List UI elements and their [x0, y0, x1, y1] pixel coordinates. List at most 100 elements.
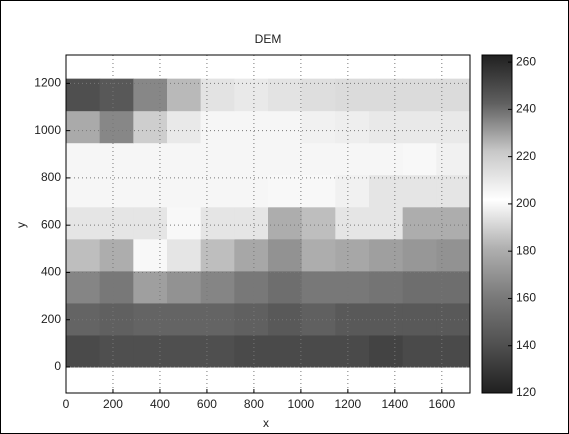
heat-cell — [436, 110, 471, 144]
heat-cell — [369, 78, 404, 112]
plot-frame — [65, 54, 471, 394]
colorbar-tick-label: 260 — [516, 54, 536, 68]
heat-cell — [66, 270, 101, 304]
heat-cell — [133, 302, 168, 336]
heat-cell — [369, 174, 404, 208]
x-tick-label: 1600 — [428, 397, 455, 411]
heat-cell — [167, 78, 202, 112]
y-axis-label: y — [14, 222, 28, 228]
heat-cell — [200, 302, 235, 336]
heat-cell — [402, 78, 437, 112]
heat-cell — [335, 174, 370, 208]
heat-cell — [133, 142, 168, 176]
y-tick-label: 0 — [54, 359, 61, 373]
heat-cell — [99, 142, 134, 176]
heat-cell — [234, 334, 269, 368]
heat-cell — [200, 142, 235, 176]
heat-cell — [99, 270, 134, 304]
heat-cell — [200, 174, 235, 208]
heat-cell — [301, 206, 336, 240]
x-tick-label: 600 — [197, 397, 217, 411]
x-tick-label: 1400 — [381, 397, 408, 411]
heat-cell — [167, 238, 202, 272]
chart-title: DEM — [255, 32, 282, 46]
heat-cell — [200, 270, 235, 304]
heat-cell — [234, 78, 269, 112]
heat-cell — [99, 206, 134, 240]
heat-cell — [234, 110, 269, 144]
colorbar-tick-label: 200 — [516, 196, 536, 210]
x-tick-label: 0 — [63, 397, 70, 411]
heat-cell — [301, 334, 336, 368]
heat-cell — [99, 110, 134, 144]
heat-cell — [66, 302, 101, 336]
heat-cell — [369, 270, 404, 304]
heat-cell — [200, 206, 235, 240]
heat-cell — [133, 174, 168, 208]
heat-cell — [402, 334, 437, 368]
heat-cell — [268, 78, 303, 112]
heat-cell — [268, 174, 303, 208]
heat-cell — [200, 334, 235, 368]
heat-cell — [133, 206, 168, 240]
heat-cell — [335, 78, 370, 112]
heat-cell — [200, 110, 235, 144]
heat-cell — [335, 270, 370, 304]
colorbar-tick-label: 220 — [516, 149, 536, 163]
heat-cell — [268, 206, 303, 240]
heat-cell — [301, 302, 336, 336]
heat-cell — [402, 142, 437, 176]
heat-cell — [234, 206, 269, 240]
colorbar-tick-label: 120 — [516, 385, 536, 399]
heat-cell — [369, 206, 404, 240]
heat-cell — [369, 334, 404, 368]
heat-cell — [335, 334, 370, 368]
x-tick-label: 1200 — [335, 397, 362, 411]
y-tick-label: 1000 — [34, 123, 61, 137]
colorbar-tick-label: 240 — [516, 102, 536, 116]
heat-cell — [369, 238, 404, 272]
x-axis-label: x — [263, 416, 269, 430]
heat-cell — [99, 78, 134, 112]
heat-cell — [369, 302, 404, 336]
heat-cell — [167, 302, 202, 336]
heat-cell — [268, 302, 303, 336]
heat-cell — [402, 270, 437, 304]
heat-cell — [335, 206, 370, 240]
colorbar-tick-label: 140 — [516, 338, 536, 352]
heat-cell — [335, 302, 370, 336]
heat-cell — [200, 78, 235, 112]
heat-cell — [301, 270, 336, 304]
heat-cell — [402, 238, 437, 272]
y-tick-label: 200 — [41, 312, 61, 326]
x-tick-label: 800 — [244, 397, 264, 411]
heat-cell — [133, 78, 168, 112]
heat-cell — [234, 174, 269, 208]
x-tick-label: 200 — [103, 397, 123, 411]
heat-cell — [402, 302, 437, 336]
heat-cell — [301, 78, 336, 112]
heat-cell — [369, 110, 404, 144]
colorbar — [481, 54, 513, 394]
heat-cell — [234, 302, 269, 336]
heat-cell — [167, 334, 202, 368]
y-tick-label: 800 — [41, 170, 61, 184]
colorbar-tick-label: 160 — [516, 291, 536, 305]
y-tick-label: 400 — [41, 265, 61, 279]
heat-cell — [66, 78, 101, 112]
heat-cell — [301, 142, 336, 176]
heat-cell — [66, 174, 101, 208]
heat-cell — [200, 238, 235, 272]
heat-cell — [66, 142, 101, 176]
heat-cell — [167, 110, 202, 144]
heat-cell — [99, 238, 134, 272]
heat-cell — [66, 110, 101, 144]
heat-cell — [268, 334, 303, 368]
heat-cell — [369, 142, 404, 176]
heat-cell — [66, 238, 101, 272]
heat-cell — [268, 270, 303, 304]
x-tick-label: 1000 — [288, 397, 315, 411]
heat-cell — [167, 142, 202, 176]
heat-cell — [167, 206, 202, 240]
